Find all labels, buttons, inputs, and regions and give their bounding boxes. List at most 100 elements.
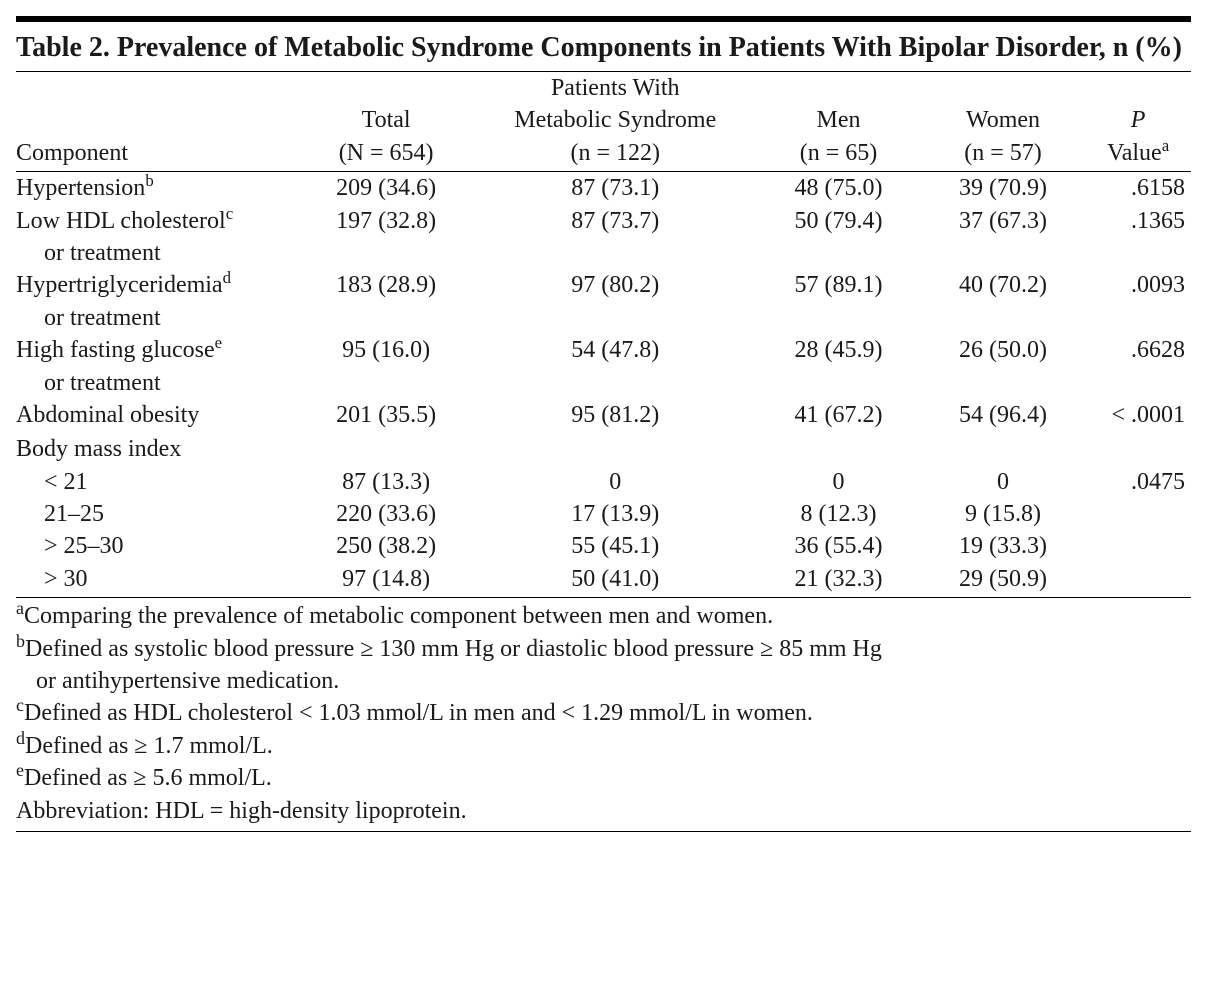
table-header: Patients With Total Metabolic Syndrome M… bbox=[16, 72, 1191, 172]
cell-men: 50 (79.4) bbox=[756, 205, 921, 237]
cell-pvalue: .6628 bbox=[1085, 334, 1191, 366]
col-women-top: Women bbox=[921, 104, 1086, 136]
cell-women: 40 (70.2) bbox=[921, 269, 1086, 301]
row-label: Abdominal obesity bbox=[16, 399, 298, 431]
footnote-abbr: Abbreviation: HDL = high-density lipopro… bbox=[16, 795, 1191, 827]
row-label: Low HDL cholesterolc bbox=[16, 205, 298, 237]
footnote-b: bDefined as systolic blood pressure ≥ 13… bbox=[16, 633, 1191, 698]
cell-pvalue bbox=[1085, 563, 1191, 598]
cell-total: 250 (38.2) bbox=[298, 530, 474, 562]
table-title: Table 2. Prevalence of Metabolic Syndrom… bbox=[16, 22, 1191, 72]
col-total-bot: (N = 654) bbox=[298, 137, 474, 172]
footnote-a: aComparing the prevalence of metabolic c… bbox=[16, 600, 1191, 632]
table-row: Low HDL cholesterolc197 (32.8)87 (73.7)5… bbox=[16, 205, 1191, 237]
table-2-container: Table 2. Prevalence of Metabolic Syndrom… bbox=[16, 16, 1191, 832]
cell-men: 8 (12.3) bbox=[756, 498, 921, 530]
cell-women bbox=[921, 431, 1086, 465]
cell-women: 39 (70.9) bbox=[921, 172, 1086, 205]
cell-total: 97 (14.8) bbox=[298, 563, 474, 598]
row-label: 21–25 bbox=[16, 498, 298, 530]
table-row-continuation: or treatment bbox=[16, 237, 1191, 269]
row-label: > 30 bbox=[16, 563, 298, 598]
row-label: Hypertensionb bbox=[16, 172, 298, 205]
cell-mets: 87 (73.1) bbox=[474, 172, 756, 205]
cell-women: 54 (96.4) bbox=[921, 399, 1086, 431]
cell-mets: 50 (41.0) bbox=[474, 563, 756, 598]
cell-pvalue bbox=[1085, 498, 1191, 530]
cell-men: 41 (67.2) bbox=[756, 399, 921, 431]
col-total-top: Total bbox=[298, 104, 474, 136]
table-row: Hypertensionb209 (34.6)87 (73.1)48 (75.0… bbox=[16, 172, 1191, 205]
cell-total: 201 (35.5) bbox=[298, 399, 474, 431]
cell-men: 0 bbox=[756, 466, 921, 498]
footnote-d: dDefined as ≥ 1.7 mmol/L. bbox=[16, 730, 1191, 762]
cell-mets: 17 (13.9) bbox=[474, 498, 756, 530]
col-women-bot: (n = 57) bbox=[921, 137, 1086, 172]
footnote-e: eDefined as ≥ 5.6 mmol/L. bbox=[16, 762, 1191, 794]
col-mets-bot: (n = 122) bbox=[474, 137, 756, 172]
table-row-continuation: or treatment bbox=[16, 302, 1191, 334]
cell-women: 0 bbox=[921, 466, 1086, 498]
row-label: > 25–30 bbox=[16, 530, 298, 562]
cell-mets: 54 (47.8) bbox=[474, 334, 756, 366]
cell-women: 37 (67.3) bbox=[921, 205, 1086, 237]
cell-total: 95 (16.0) bbox=[298, 334, 474, 366]
row-label: Hypertriglyceridemiad bbox=[16, 269, 298, 301]
cell-pvalue: .0475 bbox=[1085, 466, 1191, 498]
cell-total: 209 (34.6) bbox=[298, 172, 474, 205]
cell-women: 19 (33.3) bbox=[921, 530, 1086, 562]
cell-men bbox=[756, 431, 921, 465]
cell-mets: 0 bbox=[474, 466, 756, 498]
row-label: < 21 bbox=[16, 466, 298, 498]
cell-pvalue: .1365 bbox=[1085, 205, 1191, 237]
cell-men: 57 (89.1) bbox=[756, 269, 921, 301]
cell-women: 26 (50.0) bbox=[921, 334, 1086, 366]
row-label-continuation: or treatment bbox=[16, 367, 298, 399]
cell-total: 87 (13.3) bbox=[298, 466, 474, 498]
cell-pvalue: .6158 bbox=[1085, 172, 1191, 205]
table-row: Body mass index bbox=[16, 431, 1191, 465]
table-row: High fasting glucosee95 (16.0)54 (47.8)2… bbox=[16, 334, 1191, 366]
row-label: Body mass index bbox=[16, 431, 298, 465]
row-label-continuation: or treatment bbox=[16, 302, 298, 334]
col-mets-top: Patients With bbox=[474, 72, 756, 104]
cell-pvalue: < .0001 bbox=[1085, 399, 1191, 431]
table-footnotes: aComparing the prevalence of metabolic c… bbox=[16, 598, 1191, 832]
table-row: Hypertriglyceridemiad183 (28.9)97 (80.2)… bbox=[16, 269, 1191, 301]
col-mets-mid: Metabolic Syndrome bbox=[474, 104, 756, 136]
table-row: < 2187 (13.3)000.0475 bbox=[16, 466, 1191, 498]
cell-men: 21 (32.3) bbox=[756, 563, 921, 598]
cell-pvalue bbox=[1085, 530, 1191, 562]
cell-total: 220 (33.6) bbox=[298, 498, 474, 530]
table-body: Hypertensionb209 (34.6)87 (73.1)48 (75.0… bbox=[16, 172, 1191, 598]
footnote-c: cDefined as HDL cholesterol < 1.03 mmol/… bbox=[16, 697, 1191, 729]
cell-mets: 55 (45.1) bbox=[474, 530, 756, 562]
cell-mets: 87 (73.7) bbox=[474, 205, 756, 237]
col-men-top: Men bbox=[756, 104, 921, 136]
col-component: Component bbox=[16, 137, 298, 172]
col-men-bot: (n = 65) bbox=[756, 137, 921, 172]
table-row: > 3097 (14.8)50 (41.0)21 (32.3)29 (50.9) bbox=[16, 563, 1191, 598]
prevalence-table: Patients With Total Metabolic Syndrome M… bbox=[16, 72, 1191, 598]
row-label: High fasting glucosee bbox=[16, 334, 298, 366]
cell-men: 28 (45.9) bbox=[756, 334, 921, 366]
col-p-top: P bbox=[1085, 104, 1191, 136]
cell-total: 197 (32.8) bbox=[298, 205, 474, 237]
table-row: 21–25220 (33.6)17 (13.9)8 (12.3)9 (15.8) bbox=[16, 498, 1191, 530]
table-row: Abdominal obesity201 (35.5)95 (81.2)41 (… bbox=[16, 399, 1191, 431]
cell-pvalue: .0093 bbox=[1085, 269, 1191, 301]
cell-men: 36 (55.4) bbox=[756, 530, 921, 562]
cell-total: 183 (28.9) bbox=[298, 269, 474, 301]
cell-women: 9 (15.8) bbox=[921, 498, 1086, 530]
col-p-bot: Valuea bbox=[1085, 137, 1191, 172]
row-label-continuation: or treatment bbox=[16, 237, 298, 269]
table-row-continuation: or treatment bbox=[16, 367, 1191, 399]
cell-women: 29 (50.9) bbox=[921, 563, 1086, 598]
cell-mets: 95 (81.2) bbox=[474, 399, 756, 431]
cell-mets bbox=[474, 431, 756, 465]
cell-pvalue bbox=[1085, 431, 1191, 465]
cell-mets: 97 (80.2) bbox=[474, 269, 756, 301]
cell-men: 48 (75.0) bbox=[756, 172, 921, 205]
table-row: > 25–30250 (38.2)55 (45.1)36 (55.4)19 (3… bbox=[16, 530, 1191, 562]
cell-total bbox=[298, 431, 474, 465]
